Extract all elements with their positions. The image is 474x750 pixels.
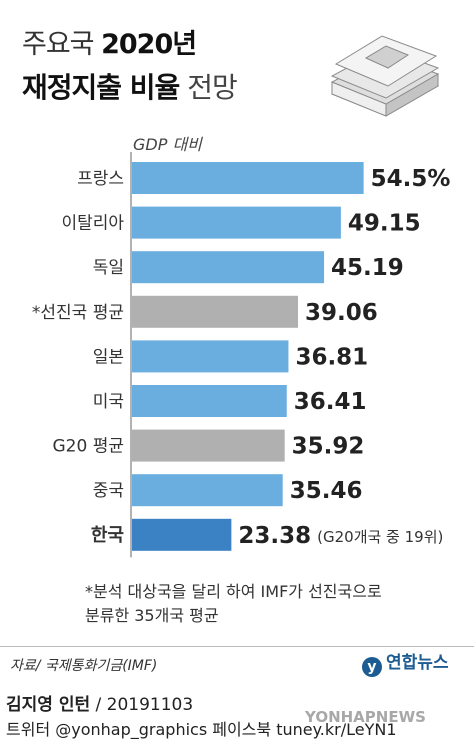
watermark: YONHAPNEWS xyxy=(305,708,426,726)
divider xyxy=(0,646,474,647)
category-label: 한국 xyxy=(91,525,124,546)
value-label: 54.5% xyxy=(371,166,451,192)
author-name: 김지영 인턴 xyxy=(6,695,91,715)
footnote: *분석 대상국을 달리 하여 IMF가 선진국으로 분류한 35개국 평균 xyxy=(85,580,382,628)
category-label: 독일 xyxy=(93,258,124,278)
author-line: 김지영 인턴 / 20191103 xyxy=(6,690,193,715)
bar xyxy=(132,295,299,328)
rank-annotation: (G20개국 중 19위) xyxy=(317,528,443,546)
value-label: 49.15 xyxy=(348,211,421,237)
bar xyxy=(132,385,287,417)
category-label: 중국 xyxy=(93,481,124,501)
category-label: *선진국 평균 xyxy=(32,303,124,323)
bar xyxy=(132,340,289,373)
date: / 20191103 xyxy=(90,695,194,715)
bar xyxy=(132,429,285,462)
contact-line: 트위터 @yonhap_graphics 페이스북 tuney.kr/LeYN1 xyxy=(6,720,397,739)
title-part-c: 재정지출 비율 xyxy=(22,71,180,104)
chart-title-line1: 주요국 2020년 xyxy=(22,22,197,61)
bar-chart: 프랑스 54.5% 이탈리아 49.15 독일 45.19 *선진국 평균 39.06 일본 36… xyxy=(32,152,451,558)
bar xyxy=(132,474,283,507)
value-label: 36.41 xyxy=(294,389,367,415)
brand-name: 연합뉴스 xyxy=(386,653,449,673)
category-label: 이탈리아 xyxy=(61,214,124,234)
value-label: 35.92 xyxy=(292,434,365,460)
category-label: 일본 xyxy=(93,347,124,367)
value-label: 23.38 xyxy=(238,523,311,549)
footnote-line2: 분류한 35개국 평균 xyxy=(85,606,219,625)
footnote-line1: *분석 대상국을 달리 하여 IMF가 선진국으로 xyxy=(85,582,382,601)
category-label: 미국 xyxy=(93,392,124,412)
bar xyxy=(132,518,232,551)
axis-label: GDP 대비 xyxy=(133,135,202,154)
source-text: 자료/ 국제통화기금(IMF) xyxy=(10,658,158,674)
title-part-b: 2020년 xyxy=(101,29,197,60)
value-label: 45.19 xyxy=(331,255,404,281)
title-part-d: 전망 xyxy=(179,71,238,104)
bar xyxy=(132,206,341,239)
value-label: 36.81 xyxy=(295,344,368,370)
bar xyxy=(132,162,364,194)
bar xyxy=(132,251,325,284)
chart-title-line2: 재정지출 비율 전망 xyxy=(22,66,238,106)
money-stack-icon xyxy=(330,35,440,117)
title-part-a: 주요국 xyxy=(22,29,102,60)
category-label: 프랑스 xyxy=(77,169,124,189)
value-label: 39.06 xyxy=(305,300,378,326)
brand: y 연합뉴스 xyxy=(362,648,449,677)
category-label: G20 평균 xyxy=(53,437,125,457)
value-label: 35.46 xyxy=(290,478,363,504)
yonhap-logo-icon: y xyxy=(362,657,382,677)
